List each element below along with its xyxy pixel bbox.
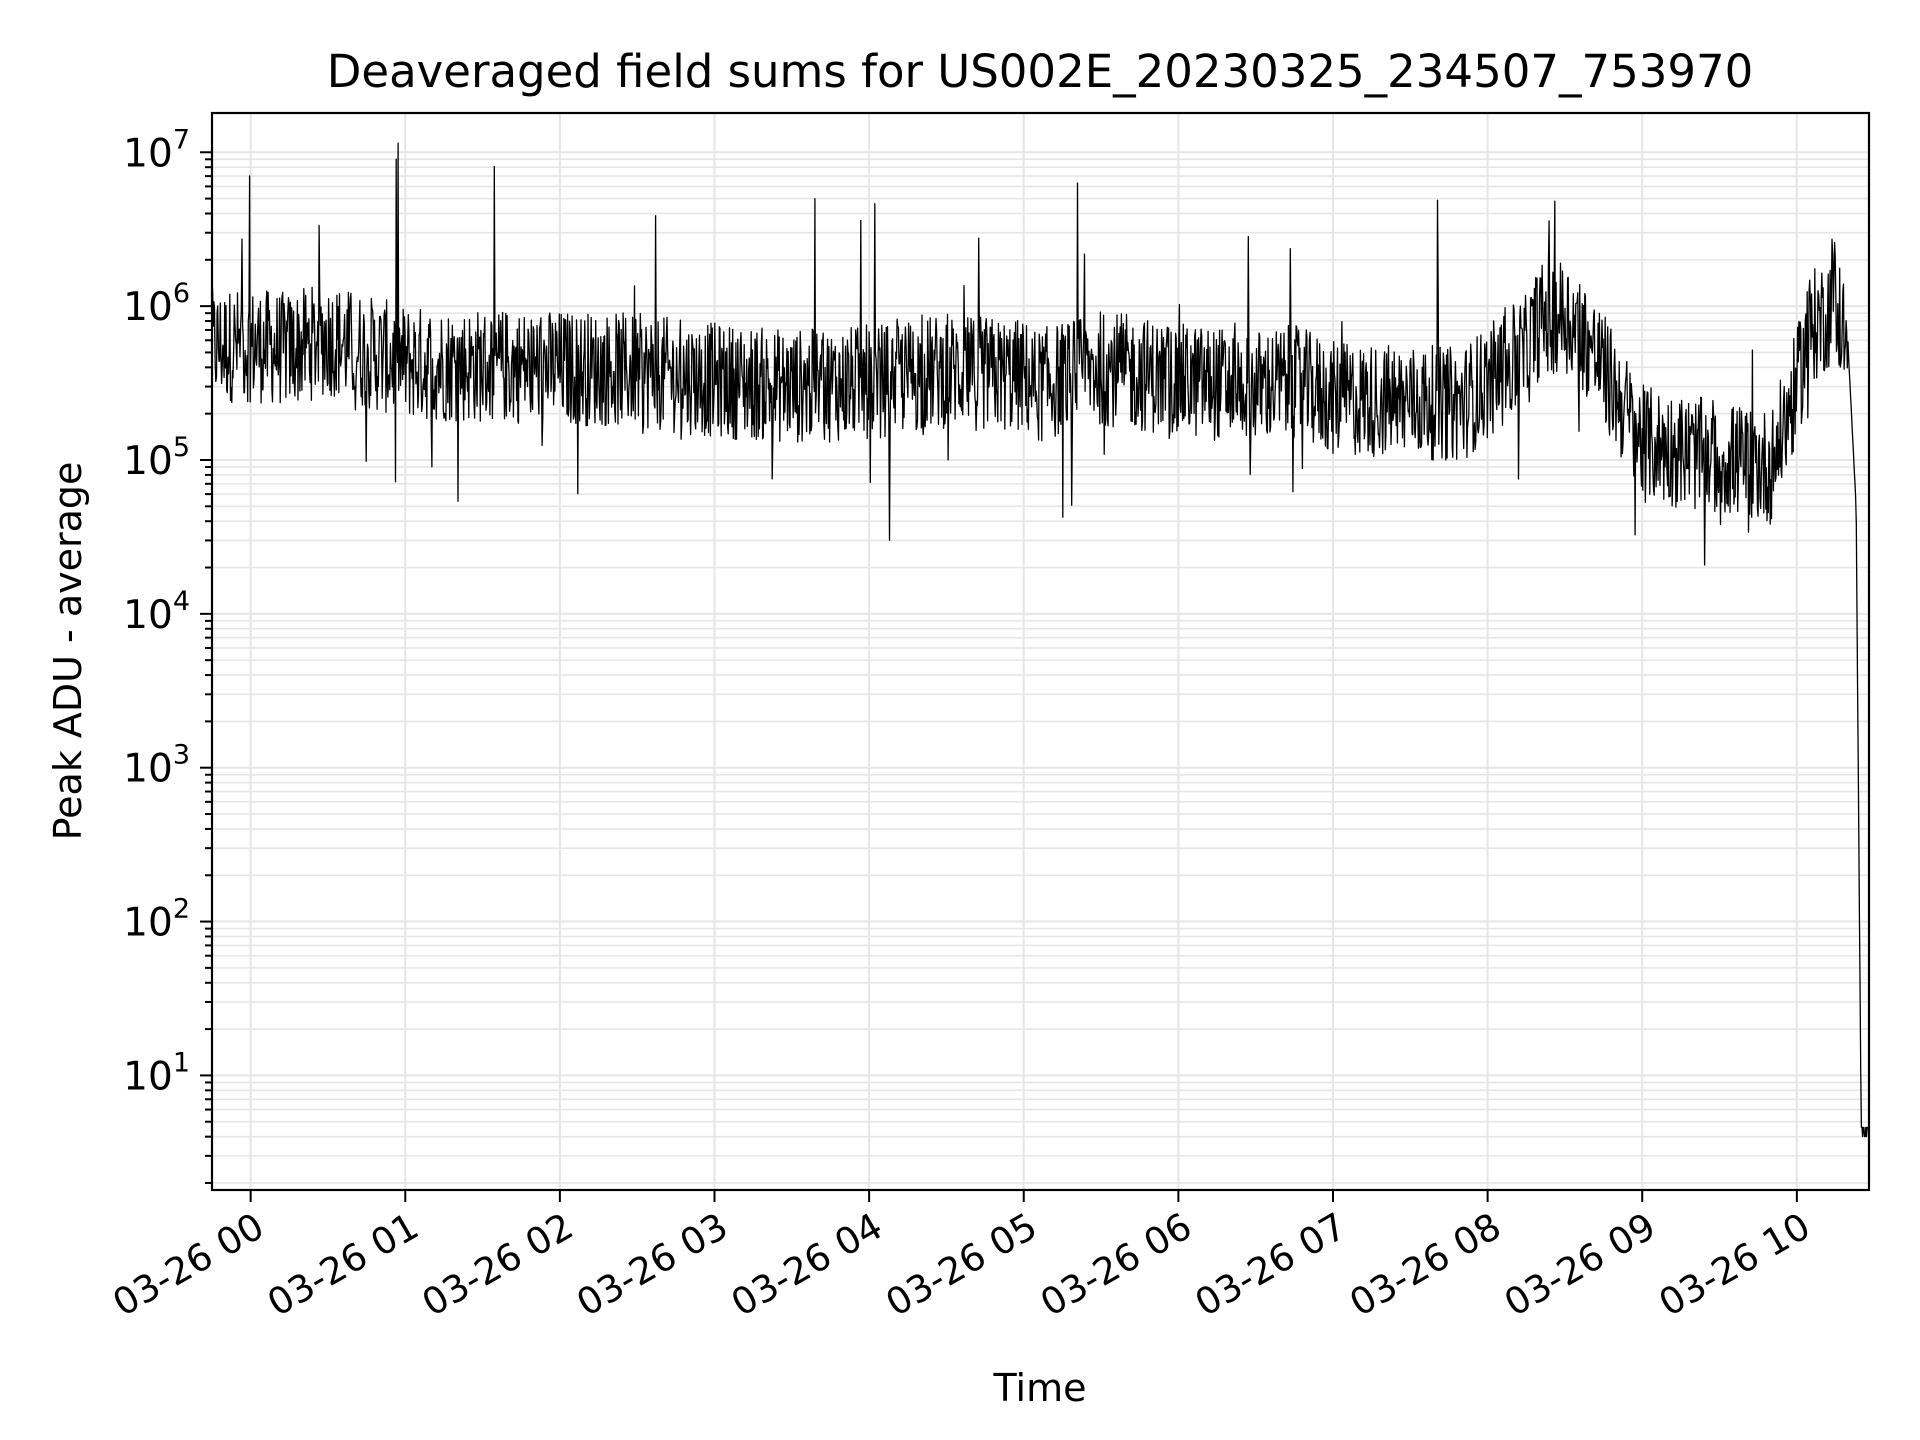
series-line (211, 142, 1870, 1138)
y-tick-label: 101 (123, 1047, 190, 1099)
data-series (211, 142, 1870, 1138)
y-axis: 101 102 103 104 105 106 107 (123, 124, 212, 1184)
plot-frame (210, 111, 1871, 1192)
x-axis-label: Time (993, 1366, 1087, 1410)
y-tick-label: 105 (123, 432, 190, 484)
y-tick-label: 104 (123, 586, 190, 638)
y-axis-label: Peak ADU - average (46, 462, 90, 841)
y-tick-label: 102 (123, 894, 190, 946)
y-tick-label: 107 (123, 124, 190, 176)
chart-title: Deaveraged field sums for US002E_2023032… (327, 45, 1754, 98)
y-tick-label: 106 (123, 278, 190, 330)
y-tick-label: 103 (123, 740, 190, 792)
